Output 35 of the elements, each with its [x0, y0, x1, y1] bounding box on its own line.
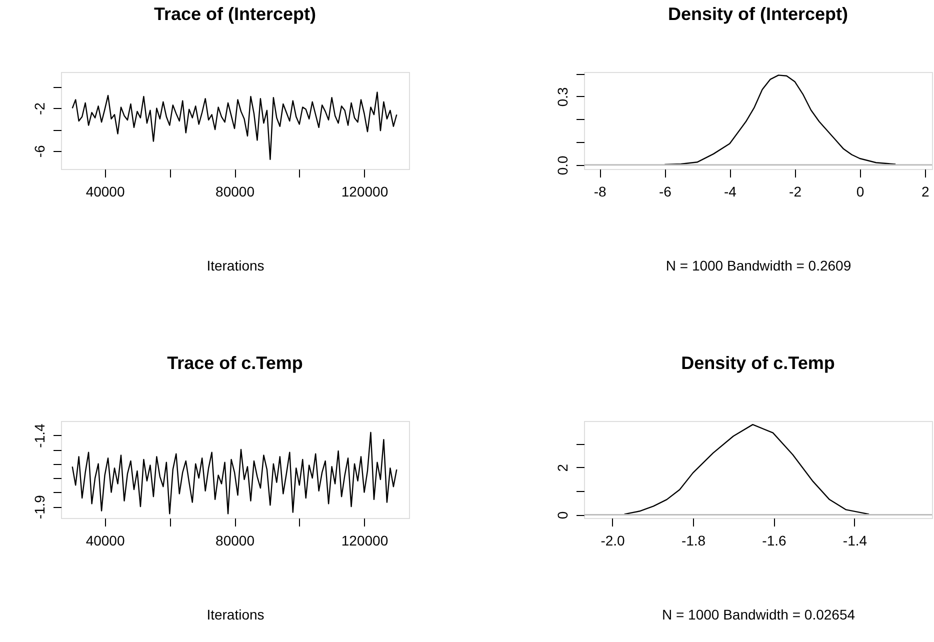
x-tick-label: -1.8: [681, 532, 706, 548]
y-tick-label: -1.9: [32, 494, 48, 520]
x-axis-title: N = 1000 Bandwidth = 0.02654: [662, 606, 856, 622]
x-axis-title: Iterations: [206, 606, 264, 622]
x-tick-label: -1.4: [842, 532, 868, 548]
y-tick-label: 0.0: [554, 155, 570, 176]
chart-title: Trace of c.Temp: [167, 353, 303, 373]
x-tick-label: -1.6: [762, 532, 787, 548]
x-tick-label: 2: [921, 184, 930, 200]
x-tick-label: 40000: [86, 532, 125, 548]
chart-title: Trace of (Intercept): [154, 4, 316, 24]
x-tick-label: 80000: [216, 184, 255, 200]
x-tick-label: -2: [789, 184, 802, 200]
x-axis-title: N = 1000 Bandwidth = 0.2609: [666, 258, 852, 274]
line-series: [72, 432, 398, 514]
line-series: [72, 92, 398, 160]
chart-title: Density of c.Temp: [681, 353, 835, 373]
x-tick-label: 120000: [341, 184, 388, 200]
x-tick-label: 0: [856, 184, 864, 200]
x-axis-title: Iterations: [206, 258, 264, 274]
line-series: [624, 424, 870, 515]
y-tick-label: -2: [32, 102, 48, 115]
x-tick-label: 40000: [86, 184, 125, 200]
chart-title: Density of (Intercept): [668, 4, 848, 24]
x-tick-label: -4: [724, 184, 737, 200]
x-tick-label: 120000: [341, 532, 388, 548]
y-tick-label: -1.4: [32, 423, 48, 448]
y-tick-label: 0: [554, 511, 570, 520]
y-tick-label: 0.3: [554, 86, 570, 107]
y-tick-label: -6: [32, 144, 48, 158]
x-tick-label: 80000: [216, 532, 255, 548]
y-tick-label: 2: [554, 464, 570, 472]
x-tick-label: -6: [658, 184, 672, 200]
x-tick-label: -8: [594, 184, 607, 200]
x-tick-label: -2.0: [600, 532, 626, 548]
